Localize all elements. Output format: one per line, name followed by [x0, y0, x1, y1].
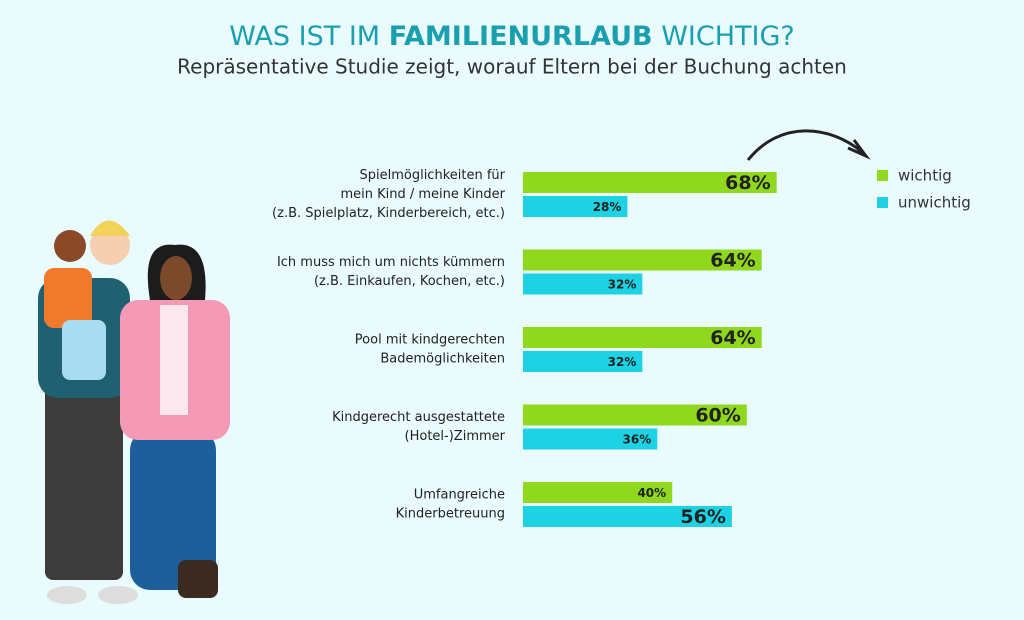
arrow: [746, 129, 863, 161]
legend-label: unwichtig: [898, 194, 971, 212]
category-label: mein Kind / meine Kinder: [340, 187, 505, 202]
category-label: Spielmöglichkeiten für: [359, 168, 505, 183]
head: [160, 256, 192, 300]
shoe: [98, 586, 138, 604]
category-label: (Hotel-)Zimmer: [405, 429, 506, 444]
category-label: (z.B. Einkaufen, Kochen, etc.): [314, 274, 505, 289]
chart-title: WAS IST IM FAMILIENURLAUB WICHTIG?: [229, 21, 795, 52]
category-label: Kindgerecht ausgestattete: [332, 410, 505, 425]
category-label: Bademöglichkeiten: [380, 352, 505, 367]
bar: [523, 428, 658, 450]
shoe: [47, 586, 87, 604]
value-label: 36%: [623, 433, 652, 447]
bar: [523, 196, 628, 217]
jeans: [130, 430, 216, 590]
bar: [523, 327, 762, 348]
legend-swatch: [877, 170, 888, 181]
value-label: 32%: [608, 355, 637, 369]
value-label: 56%: [680, 506, 725, 528]
value-label: 68%: [725, 172, 770, 194]
value-label: 40%: [637, 486, 666, 500]
trousers: [45, 380, 123, 580]
child-head: [54, 230, 86, 262]
bar: [523, 351, 643, 372]
title-part: FAMILIENURLAUB: [389, 21, 653, 52]
chart-subtitle: Repräsentative Studie zeigt, worauf Elte…: [177, 55, 847, 79]
bar: [523, 172, 777, 193]
bar: [523, 404, 747, 426]
top: [160, 305, 188, 415]
value-label: 64%: [710, 250, 755, 272]
bar: [523, 506, 732, 527]
illustration: [38, 220, 230, 604]
bar: [523, 273, 643, 295]
sandals: [178, 560, 218, 598]
category-label: Pool mit kindgerechten: [355, 333, 505, 348]
title-part: WICHTIG?: [661, 21, 795, 52]
category-label: Kinderbetreuung: [396, 507, 505, 522]
title-part: WAS IST IM: [229, 21, 380, 52]
value-label: 32%: [608, 278, 637, 292]
legend-swatch: [877, 197, 888, 208]
category-label: Ich muss mich um nichts kümmern: [277, 255, 505, 270]
arrow-head: [847, 139, 871, 160]
hair: [90, 220, 130, 236]
child-shirt: [44, 268, 92, 328]
value-label: 64%: [710, 327, 755, 349]
child-trousers: [62, 320, 106, 380]
bar: [523, 249, 762, 271]
category-label: (z.B. Spielplatz, Kinderbereich, etc.): [272, 206, 505, 221]
value-label: 28%: [593, 200, 622, 214]
bar: [523, 482, 673, 503]
value-label: 60%: [695, 405, 740, 427]
category-label: Umfangreiche: [414, 488, 505, 503]
legend-label: wichtig: [898, 167, 952, 185]
